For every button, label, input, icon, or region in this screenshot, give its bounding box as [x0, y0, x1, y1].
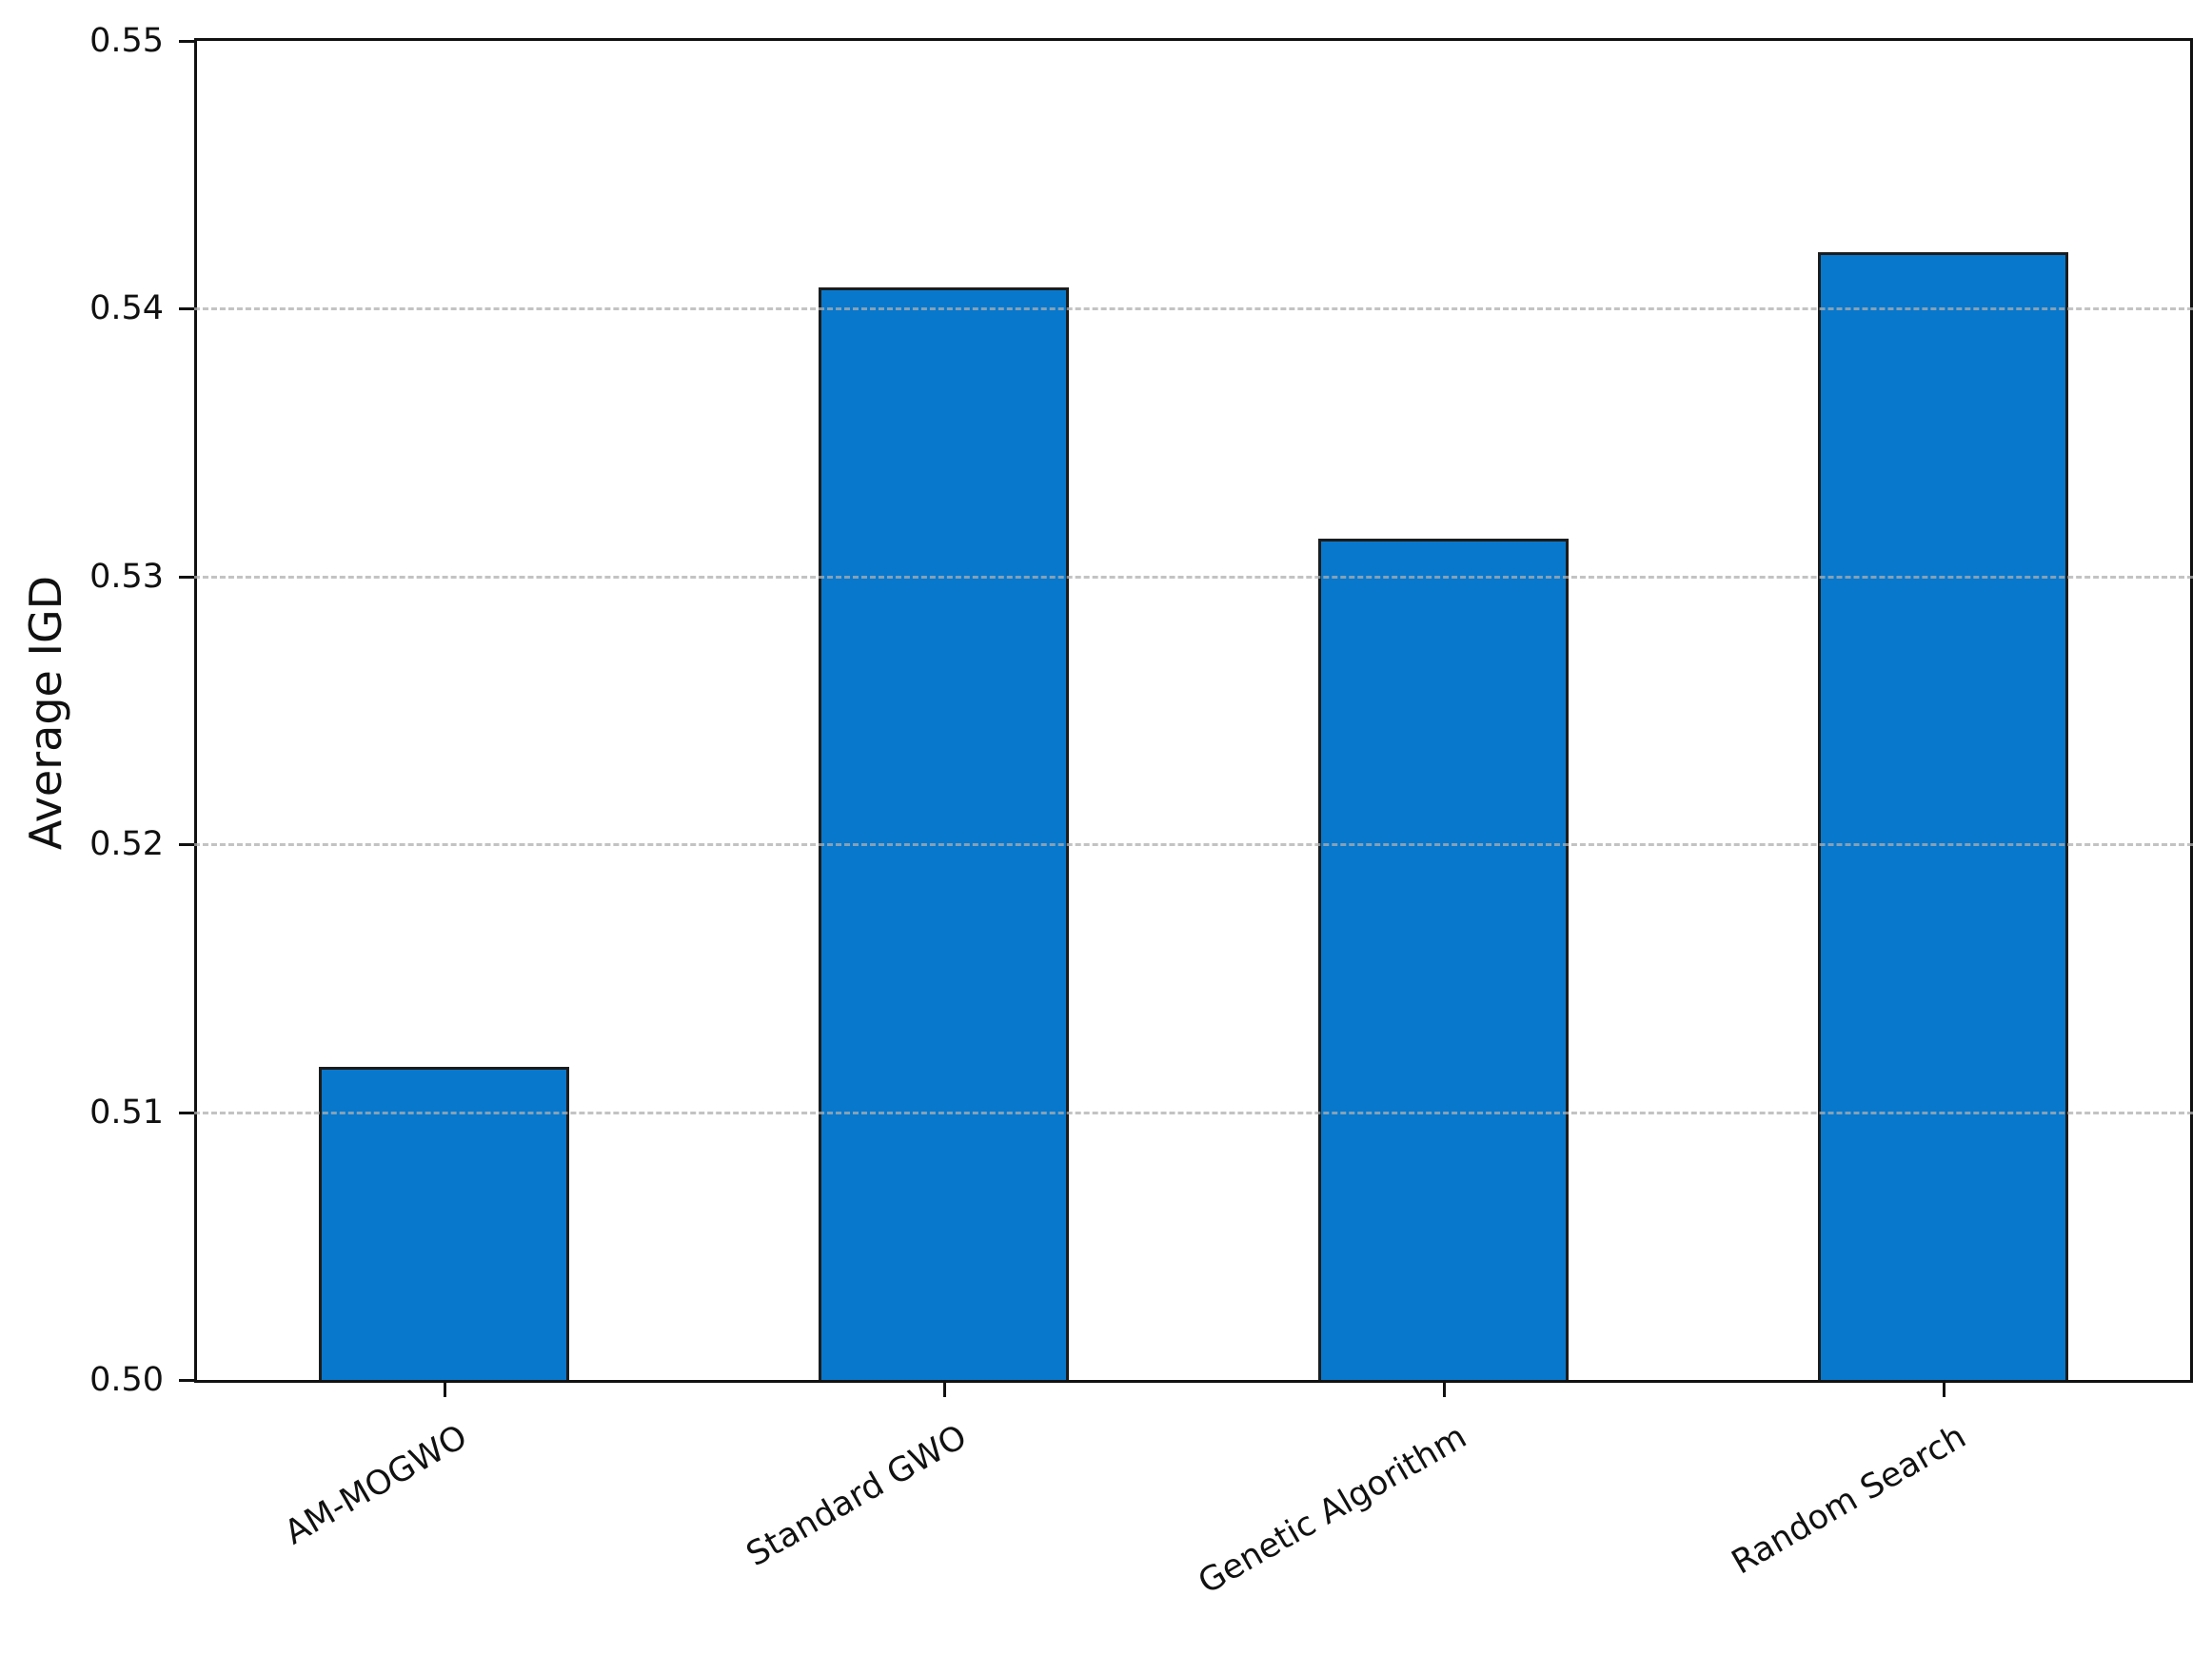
y-tick-mark — [179, 307, 194, 311]
y-tick-label: 0.55 — [89, 22, 164, 60]
y-tick-label: 0.53 — [89, 557, 164, 596]
x-tick-mark — [942, 1382, 946, 1397]
y-tick-label: 0.50 — [89, 1361, 164, 1399]
y-axis-label: Average IGD — [20, 575, 71, 851]
y-tick-mark — [179, 1111, 194, 1114]
x-tick-label-random-search: Random Search — [1726, 1417, 1973, 1583]
x-tick-label-genetic-algorithm: Genetic Algorithm — [1192, 1417, 1473, 1603]
x-tick-mark — [1942, 1382, 1945, 1397]
y-tick-label: 0.52 — [89, 825, 164, 864]
y-tick-mark — [179, 575, 194, 579]
y-tick-mark — [179, 40, 194, 43]
x-tick-label-am-mogwo: AM-MOGWO — [278, 1417, 474, 1553]
x-tick-mark — [443, 1382, 446, 1397]
plot-area — [194, 38, 2193, 1383]
x-tick-mark — [1442, 1382, 1446, 1397]
y-tick-label: 0.51 — [89, 1093, 164, 1132]
x-tick-label-standard-gwo: Standard GWO — [740, 1417, 974, 1575]
y-tick-label: 0.54 — [89, 289, 164, 328]
y-tick-mark — [179, 843, 194, 847]
y-tick-mark — [179, 1379, 194, 1382]
